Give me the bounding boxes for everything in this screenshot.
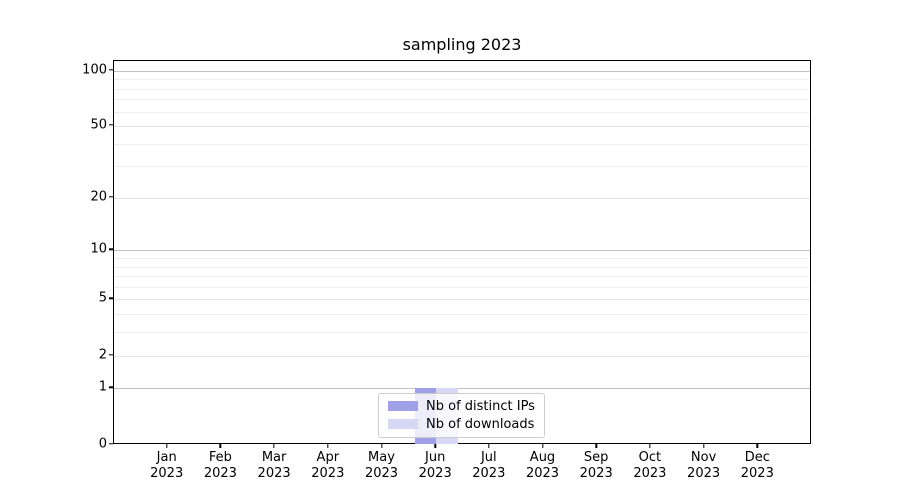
y-tick-mark-50: [108, 124, 113, 126]
minor-gridline-6: [114, 286, 810, 288]
x-tick-mark-dec: [756, 443, 758, 448]
y-tick-mark-10: [108, 248, 113, 250]
x-tick-mark-nov: [702, 443, 705, 448]
y-tick-label-50: 50: [90, 117, 107, 133]
x-tick-label-may: May 2023: [364, 449, 399, 482]
legend-label-downloads: Nb of downloads: [426, 416, 535, 432]
y-tick-label-20: 20: [90, 189, 107, 205]
minor-gridline-70: [114, 99, 810, 101]
minor-gridline-7: [114, 276, 810, 278]
y-tick-label-5: 5: [98, 290, 107, 306]
x-tick-mark-mar: [273, 443, 275, 448]
legend-label-distinct-ips: Nb of distinct IPs: [426, 398, 535, 414]
legend-box: Nb of distinct IPs Nb of downloads: [378, 392, 545, 438]
y-tick-mark-2: [108, 353, 113, 356]
gridline-50: [114, 126, 810, 128]
y-tick-mark-5: [108, 297, 113, 300]
y-tick-mark-100: [108, 69, 113, 71]
minor-gridline-3: [114, 332, 810, 334]
x-tick-mark-jun: [434, 443, 436, 448]
x-tick-label-sep: Sep 2023: [579, 449, 613, 482]
x-tick-mark-aug: [541, 443, 544, 448]
x-tick-label-oct: Oct 2023: [633, 449, 667, 482]
minor-gridline-60: [114, 111, 810, 113]
gridline-1: [114, 388, 810, 390]
x-tick-label-apr: Apr 2023: [311, 449, 345, 482]
x-tick-label-feb: Feb 2023: [203, 449, 237, 482]
x-tick-label-mar: Mar 2023: [257, 449, 291, 482]
x-tick-mark-jul: [488, 443, 490, 448]
y-tick-mark-20: [108, 196, 113, 198]
x-tick-label-aug: Aug 2023: [525, 449, 560, 482]
x-tick-mark-apr: [327, 443, 329, 448]
y-tick-mark-1: [108, 386, 113, 389]
x-tick-mark-feb: [219, 443, 222, 448]
y-tick-label-10: 10: [90, 241, 107, 257]
y-tick-label-0: 0: [98, 436, 107, 451]
x-tick-mark-sep: [595, 443, 597, 448]
legend-entry-downloads: Nb of downloads: [388, 417, 535, 432]
x-tick-label-jun: Jun 2023: [418, 449, 452, 482]
gridline-5: [114, 299, 810, 301]
x-tick-label-jul: Jul 2023: [472, 449, 506, 482]
legend-swatch-downloads: [388, 419, 418, 429]
minor-gridline-40: [114, 143, 810, 145]
minor-gridline-4: [114, 314, 810, 316]
x-tick-label-nov: Nov 2023: [687, 449, 721, 482]
gridline-10: [114, 250, 810, 252]
gridline-20: [114, 198, 810, 199]
x-tick-mark-may: [380, 443, 383, 448]
plot-area: [113, 60, 811, 445]
x-tick-label-dec: Dec 2023: [740, 449, 774, 482]
legend-entry-distinct-ips: Nb of distinct IPs: [388, 399, 535, 414]
gridline-100: [114, 70, 810, 72]
minor-gridline-80: [114, 88, 810, 90]
x-tick-label-jan: Jan 2023: [150, 449, 184, 482]
minor-gridline-30: [114, 166, 810, 168]
y-tick-label-1: 1: [98, 379, 107, 395]
minor-gridline-9: [114, 258, 810, 260]
x-tick-mark-jan: [165, 443, 168, 448]
gridline-2: [114, 355, 810, 357]
legend-swatch-distinct-ips: [388, 401, 418, 411]
minor-gridline-90: [114, 79, 810, 81]
y-tick-label-100: 100: [82, 62, 107, 78]
x-tick-mark-oct: [649, 443, 651, 448]
chart-title: sampling 2023: [402, 35, 522, 54]
y-tick-label-2: 2: [98, 347, 107, 362]
y-tick-mark-0: [108, 442, 113, 445]
minor-gridline-8: [114, 266, 810, 268]
